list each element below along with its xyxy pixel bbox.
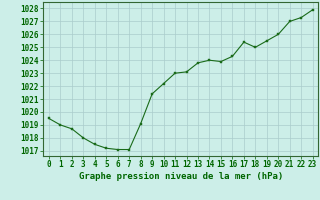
X-axis label: Graphe pression niveau de la mer (hPa): Graphe pression niveau de la mer (hPa) [79, 172, 283, 181]
